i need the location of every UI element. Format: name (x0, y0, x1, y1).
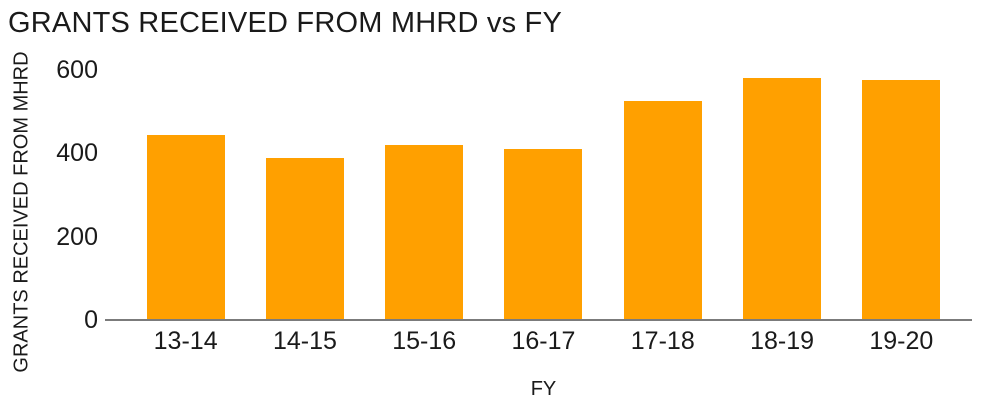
bar-19-20 (862, 80, 941, 320)
y-tick-label: 0 (84, 306, 98, 334)
x-tick-label: 15-16 (392, 327, 457, 355)
y-tick-label: 600 (56, 56, 98, 84)
chart-title: GRANTS RECEIVED FROM MHRD vs FY (8, 7, 562, 39)
bar-17-18 (623, 101, 702, 320)
bar-band (365, 69, 484, 320)
x-tick-label: 14-15 (272, 327, 337, 355)
x-axis-line (105, 319, 972, 321)
x-axis-title: FY (530, 378, 557, 400)
x-tick-label: 13-14 (153, 327, 218, 355)
plot-area (126, 69, 961, 320)
y-tick-label: 200 (56, 222, 98, 251)
bar-13-14 (146, 134, 225, 320)
bar-band (603, 69, 722, 320)
y-tick-label: 400 (56, 139, 98, 168)
bar-band (842, 69, 961, 320)
bar-band (245, 69, 364, 320)
x-tick-label: 17-18 (630, 327, 695, 355)
bar-band (126, 69, 245, 320)
bar-band (484, 69, 603, 320)
x-axis-ticks: 13-14 14-15 15-16 16-17 17-18 18-19 19-20 (126, 328, 961, 354)
bar-14-15 (265, 157, 344, 320)
bar-15-16 (385, 145, 464, 320)
bar-18-19 (743, 78, 822, 320)
x-tick-label: 16-17 (511, 327, 576, 355)
x-tick-label: 18-19 (750, 327, 815, 355)
bar-band (722, 69, 841, 320)
bar-16-17 (504, 149, 583, 320)
x-tick-label: 19-20 (869, 327, 934, 355)
